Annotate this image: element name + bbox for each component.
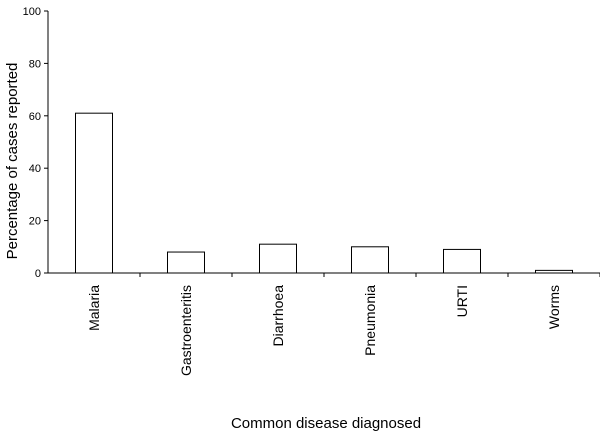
category-labels: Malaria Gastroenteritis Diarrhoea Pneumonia… — [86, 285, 562, 376]
bar-malaria — [75, 112, 113, 274]
bars — [75, 112, 573, 274]
y-tick-label: 80 — [29, 58, 41, 70]
bar-gastroenteritis — [167, 251, 205, 274]
bar-worms — [535, 269, 573, 274]
y-tick-label: 60 — [29, 111, 41, 123]
x-tick-label: Diarrhoea — [270, 285, 286, 347]
y-tick-label: 20 — [29, 216, 41, 228]
bar-pneumonia — [351, 246, 389, 274]
bar-diarrhoea — [259, 243, 297, 274]
y-tick-label: 40 — [29, 163, 41, 175]
y-axis-title: Percentage of cases reported — [4, 63, 21, 260]
x-tick-label: Gastroenteritis — [178, 285, 194, 376]
x-tick-label: URTI — [454, 285, 470, 317]
bar-urti — [443, 248, 481, 274]
x-tick-label: Worms — [546, 285, 562, 329]
y-tick-label: 0 — [35, 268, 41, 280]
y-axis: 0 20 40 60 80 100 — [23, 6, 49, 280]
x-tick-label: Malaria — [86, 285, 102, 331]
x-axis-title: Common disease diagnosed — [231, 415, 421, 432]
y-tick-label: 100 — [23, 6, 41, 18]
x-tick-label: Pneumonia — [362, 285, 378, 356]
x-axis — [48, 272, 600, 277]
